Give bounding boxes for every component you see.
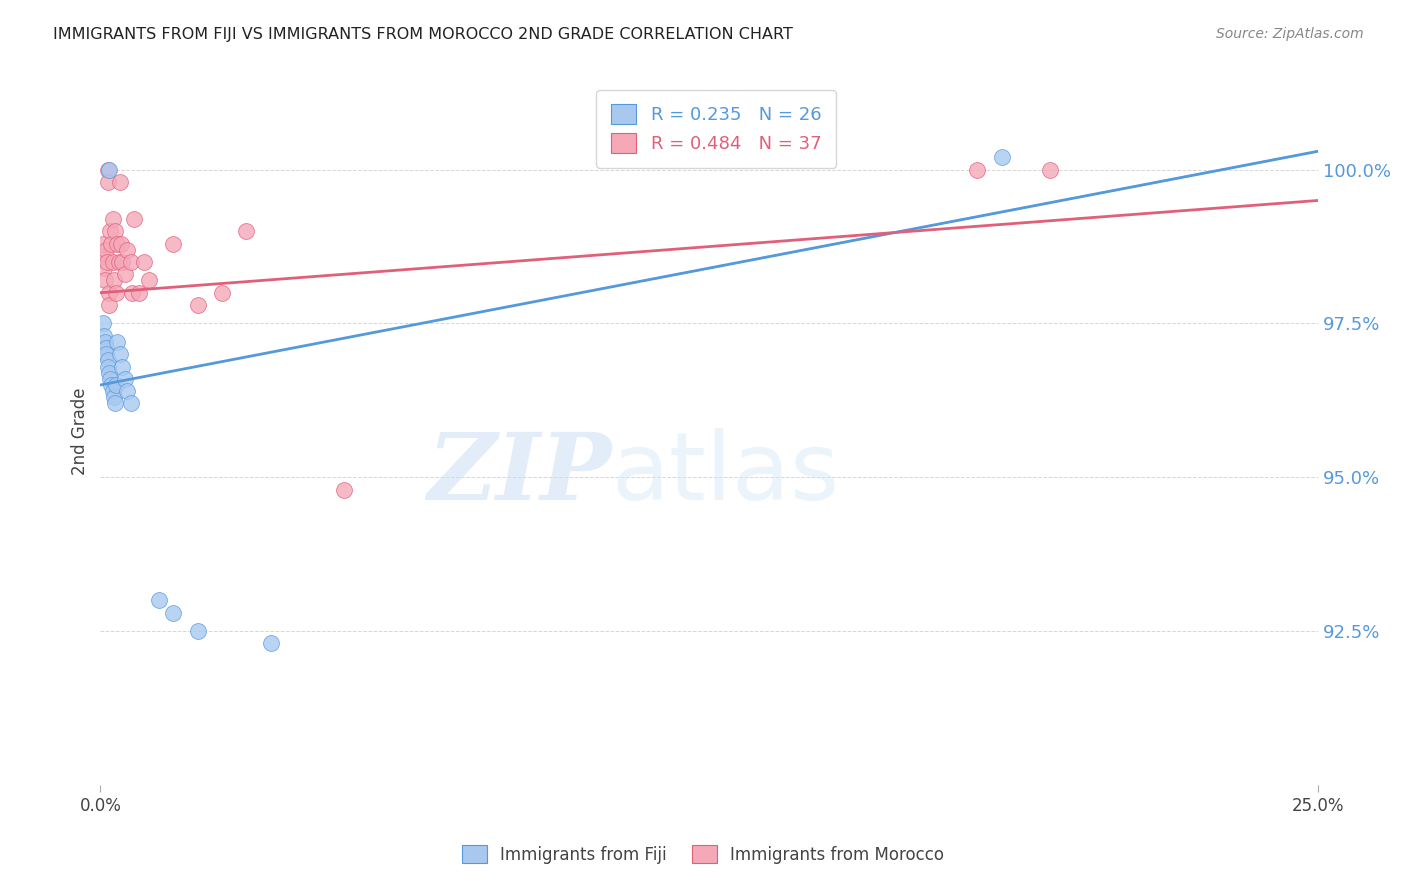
Point bbox=[91, 317, 114, 331]
Point bbox=[103, 390, 125, 404]
Point bbox=[96, 243, 118, 257]
Point bbox=[966, 162, 988, 177]
Point bbox=[98, 224, 121, 238]
Text: atlas: atlas bbox=[612, 427, 839, 519]
Text: Source: ZipAtlas.com: Source: ZipAtlas.com bbox=[1216, 27, 1364, 41]
Point bbox=[96, 347, 118, 361]
Point bbox=[162, 236, 184, 251]
Point bbox=[100, 236, 122, 251]
Point bbox=[111, 359, 134, 374]
Point bbox=[97, 359, 120, 374]
Point bbox=[93, 261, 115, 276]
Point bbox=[120, 396, 142, 410]
Point bbox=[333, 483, 356, 497]
Point bbox=[97, 353, 120, 368]
Point bbox=[128, 285, 150, 300]
Point bbox=[104, 285, 127, 300]
Point bbox=[121, 285, 143, 300]
Point bbox=[211, 285, 233, 300]
Point bbox=[111, 255, 134, 269]
Legend: Immigrants from Fiji, Immigrants from Morocco: Immigrants from Fiji, Immigrants from Mo… bbox=[456, 838, 950, 871]
Point bbox=[108, 347, 131, 361]
Point bbox=[96, 255, 118, 269]
Legend: R = 0.235   N = 26, R = 0.484   N = 37: R = 0.235 N = 26, R = 0.484 N = 37 bbox=[596, 90, 835, 168]
Text: IMMIGRANTS FROM FIJI VS IMMIGRANTS FROM MOROCCO 2ND GRADE CORRELATION CHART: IMMIGRANTS FROM FIJI VS IMMIGRANTS FROM … bbox=[53, 27, 793, 42]
Point bbox=[105, 236, 128, 251]
Point bbox=[108, 175, 131, 189]
Point bbox=[96, 341, 118, 355]
Point bbox=[98, 366, 121, 380]
Point bbox=[115, 384, 138, 398]
Point bbox=[148, 593, 170, 607]
Point bbox=[134, 255, 156, 269]
Point bbox=[235, 224, 257, 238]
Point bbox=[94, 273, 117, 287]
Point bbox=[104, 396, 127, 410]
Point bbox=[101, 384, 124, 398]
Point bbox=[120, 255, 142, 269]
Point bbox=[187, 624, 209, 638]
Point bbox=[990, 150, 1012, 164]
Point bbox=[98, 298, 121, 312]
Point bbox=[105, 334, 128, 349]
Point bbox=[93, 328, 115, 343]
Point bbox=[100, 378, 122, 392]
Text: ZIP: ZIP bbox=[427, 428, 612, 518]
Point bbox=[97, 162, 120, 177]
Point bbox=[103, 273, 125, 287]
Point bbox=[162, 606, 184, 620]
Point bbox=[260, 636, 283, 650]
Point bbox=[124, 211, 146, 226]
Point bbox=[138, 273, 160, 287]
Point bbox=[1039, 162, 1062, 177]
Point bbox=[101, 211, 124, 226]
Point bbox=[91, 249, 114, 263]
Point bbox=[94, 334, 117, 349]
Point bbox=[98, 162, 121, 177]
Point bbox=[114, 267, 136, 281]
Point bbox=[104, 224, 127, 238]
Point bbox=[115, 243, 138, 257]
Y-axis label: 2nd Grade: 2nd Grade bbox=[72, 387, 89, 475]
Point bbox=[187, 298, 209, 312]
Point bbox=[104, 378, 127, 392]
Point bbox=[101, 255, 124, 269]
Point bbox=[98, 285, 121, 300]
Point bbox=[110, 236, 132, 251]
Point bbox=[97, 175, 120, 189]
Point bbox=[91, 236, 114, 251]
Point bbox=[98, 372, 121, 386]
Point bbox=[108, 255, 131, 269]
Point bbox=[114, 372, 136, 386]
